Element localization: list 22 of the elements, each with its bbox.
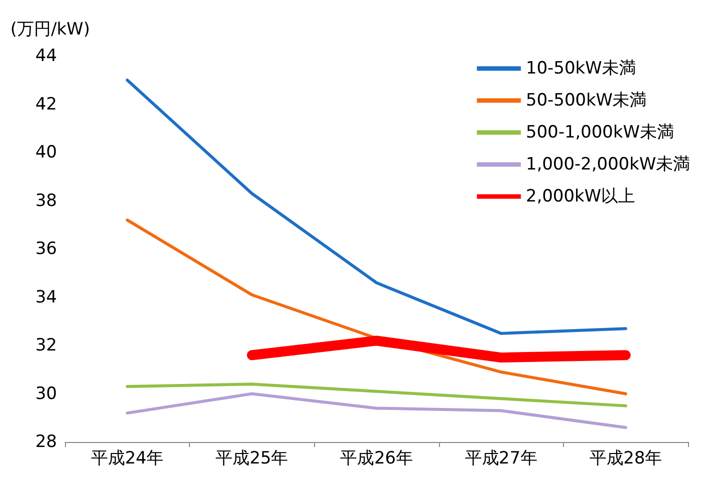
x-tick-label: 平成25年 [216,448,288,468]
x-tick-label: 平成28年 [589,448,662,468]
y-tick-label: 36 [35,239,57,259]
x-tick-label: 平成27年 [464,448,538,468]
x-tick-label: 平成24年 [90,448,164,468]
legend-label: 10-50kW未満 [526,58,636,78]
y-tick-label: 42 [35,94,57,114]
line-series [126,382,628,408]
legend-label: 1,000-2,000kW未満 [526,154,690,174]
y-tick-label: 44 [35,46,57,66]
legend-label: 2,000kW以上 [526,186,636,206]
line-series [126,392,628,430]
y-tick-label: 30 [35,384,57,404]
y-tick-label: 28 [35,432,57,452]
y-tick-label: 34 [35,287,57,308]
y-tick-label: 32 [35,336,57,356]
x-tick-label: 平成26年 [340,448,413,468]
legend-label: 50-500kW未満 [526,90,647,110]
y-tick-label: 40 [35,142,57,162]
legend-label: 500-1,000kW未満 [526,122,674,142]
y-axis-title: (万円/kW) [10,20,90,40]
y-tick-label: 38 [35,190,57,211]
